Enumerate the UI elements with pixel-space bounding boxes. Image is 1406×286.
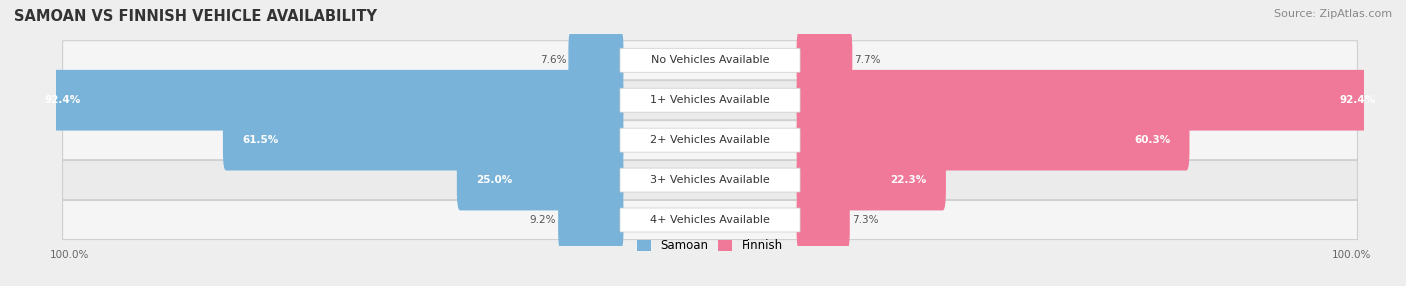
FancyBboxPatch shape	[620, 208, 800, 232]
Text: 3+ Vehicles Available: 3+ Vehicles Available	[650, 175, 770, 185]
Text: 60.3%: 60.3%	[1135, 135, 1170, 145]
Text: 25.0%: 25.0%	[477, 175, 512, 185]
Text: 7.3%: 7.3%	[852, 215, 879, 225]
Text: No Vehicles Available: No Vehicles Available	[651, 55, 769, 65]
Text: 22.3%: 22.3%	[890, 175, 927, 185]
FancyBboxPatch shape	[797, 190, 849, 250]
Text: 1+ Vehicles Available: 1+ Vehicles Available	[650, 95, 770, 105]
FancyBboxPatch shape	[63, 81, 1357, 120]
FancyBboxPatch shape	[558, 190, 623, 250]
Text: 9.2%: 9.2%	[530, 215, 557, 225]
FancyBboxPatch shape	[63, 200, 1357, 240]
FancyBboxPatch shape	[63, 121, 1357, 160]
Text: 92.4%: 92.4%	[44, 95, 80, 105]
Text: 4+ Vehicles Available: 4+ Vehicles Available	[650, 215, 770, 225]
Text: 61.5%: 61.5%	[242, 135, 278, 145]
Legend: Samoan, Finnish: Samoan, Finnish	[633, 235, 787, 257]
Text: 7.6%: 7.6%	[540, 55, 567, 65]
FancyBboxPatch shape	[457, 150, 623, 210]
FancyBboxPatch shape	[620, 88, 800, 112]
FancyBboxPatch shape	[25, 70, 623, 130]
Text: 7.7%: 7.7%	[855, 55, 880, 65]
Text: Source: ZipAtlas.com: Source: ZipAtlas.com	[1274, 9, 1392, 19]
FancyBboxPatch shape	[224, 110, 623, 170]
FancyBboxPatch shape	[797, 30, 852, 91]
FancyBboxPatch shape	[63, 41, 1357, 80]
FancyBboxPatch shape	[797, 150, 946, 210]
FancyBboxPatch shape	[620, 128, 800, 152]
FancyBboxPatch shape	[620, 168, 800, 192]
Text: 2+ Vehicles Available: 2+ Vehicles Available	[650, 135, 770, 145]
FancyBboxPatch shape	[568, 30, 623, 91]
Text: 92.4%: 92.4%	[1340, 95, 1376, 105]
Text: SAMOAN VS FINNISH VEHICLE AVAILABILITY: SAMOAN VS FINNISH VEHICLE AVAILABILITY	[14, 9, 377, 23]
FancyBboxPatch shape	[620, 48, 800, 72]
FancyBboxPatch shape	[797, 110, 1189, 170]
FancyBboxPatch shape	[797, 70, 1395, 130]
FancyBboxPatch shape	[63, 160, 1357, 200]
